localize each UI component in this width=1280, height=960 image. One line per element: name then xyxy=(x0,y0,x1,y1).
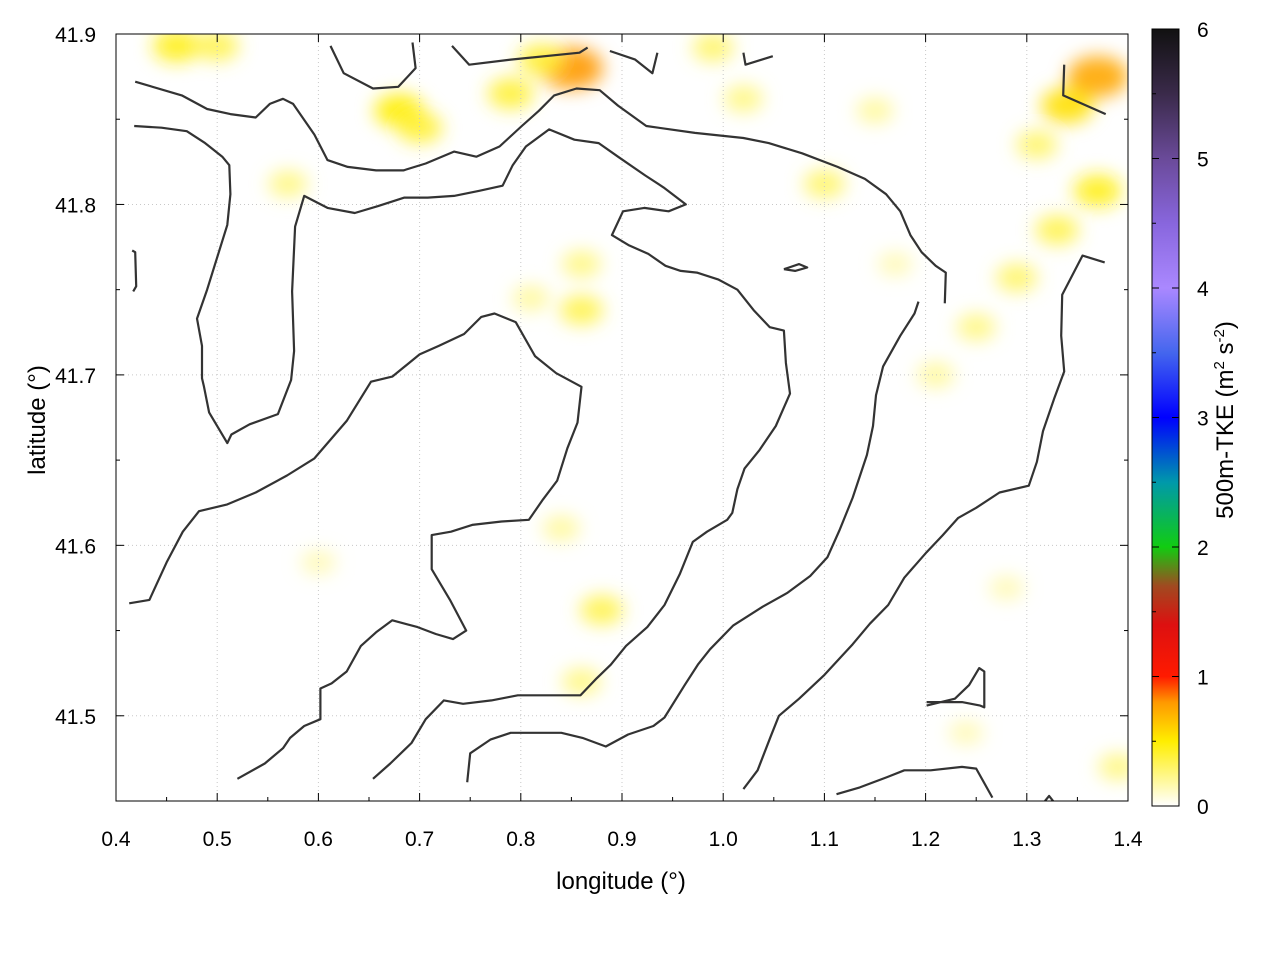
x-tick-label: 0.8 xyxy=(506,828,535,851)
x-tick-label: 1.4 xyxy=(1113,828,1143,851)
tke-hotspot xyxy=(989,575,1024,601)
terrain-contour-line xyxy=(609,49,659,75)
terrain-contour-line xyxy=(329,42,417,90)
terrain-contour-line xyxy=(131,249,138,292)
colorbar-tick-label: 4 xyxy=(1197,278,1209,301)
terrain-contour-line xyxy=(742,254,1106,790)
tke-hotspot xyxy=(152,34,201,63)
tke-hotspot xyxy=(195,34,239,61)
tke-heat-layer xyxy=(152,34,1128,781)
colorbar-tick-label: 1 xyxy=(1197,667,1209,690)
tke-hotspot xyxy=(803,169,846,199)
y-axis-label: latitude (°) xyxy=(24,365,51,475)
x-tick-label: 1.2 xyxy=(911,828,940,851)
x-axis-label: longitude (°) xyxy=(556,868,686,895)
tke-hotspot xyxy=(1016,130,1058,159)
terrain-contour-line xyxy=(451,45,589,66)
plot-background xyxy=(116,34,1128,801)
x-tick-label: 0.9 xyxy=(607,828,636,851)
tke-hotspot xyxy=(692,34,734,62)
colorbar-label: 500m-TKE (m2 s-2) xyxy=(1211,321,1239,519)
colorbar: 0 1 2 3 4 5 6 500m-TKE (m2 s-2) xyxy=(1151,19,1239,819)
x-tick-label: 1.1 xyxy=(810,828,839,851)
plot-area xyxy=(115,33,1129,802)
tke-hotspot xyxy=(1073,174,1122,208)
colorbar-tick-label: 5 xyxy=(1197,149,1209,172)
tke-hotspot xyxy=(956,313,996,341)
tke-hotspot xyxy=(559,295,604,326)
tke-hotspot xyxy=(518,43,564,76)
colorbar-tick-label: 0 xyxy=(1197,796,1209,819)
tke-hotspot xyxy=(562,250,602,278)
tke-hotspot xyxy=(1067,56,1128,98)
tke-hotspot xyxy=(1035,215,1079,245)
y-axis: 41.5 41.6 41.7 41.8 41.9 xyxy=(55,24,1128,802)
tke-hotspot xyxy=(396,112,443,144)
x-axis: 0.4 0.5 0.6 0.7 0.8 0.9 1.0 1.1 1.2 1.3 1.4 xyxy=(101,34,1143,851)
terrain-contour-line xyxy=(134,80,947,304)
tke-hotspot xyxy=(487,78,534,110)
colorbar-tick-label: 6 xyxy=(1197,19,1209,42)
tke-hotspot xyxy=(512,285,550,311)
tke-hotspot xyxy=(723,85,763,113)
terrain-contour-line xyxy=(742,52,774,66)
tke-hotspot xyxy=(948,720,984,745)
tke-hotspot xyxy=(268,170,308,198)
x-tick-label: 0.6 xyxy=(304,828,333,851)
terrain-contour-line xyxy=(466,301,920,783)
terrain-contours xyxy=(129,42,1107,801)
x-tick-label: 1.3 xyxy=(1012,828,1041,851)
y-tick-label: 41.5 xyxy=(55,706,96,729)
tke-hotspot xyxy=(562,668,602,696)
terrain-contour-line xyxy=(129,312,583,780)
terrain-contour-line xyxy=(783,263,809,272)
tke-hotspot xyxy=(996,263,1038,292)
terrain-contour-line xyxy=(134,124,792,780)
y-tick-label: 41.9 xyxy=(55,24,96,47)
colorbar-ticks: 0 1 2 3 4 5 6 xyxy=(1152,19,1209,819)
y-tick-label: 41.6 xyxy=(55,535,96,558)
x-tick-label: 0.4 xyxy=(101,828,131,851)
x-tick-label: 0.5 xyxy=(203,828,232,851)
tke-hotspot xyxy=(580,595,624,626)
colorbar-tick-label: 2 xyxy=(1197,537,1209,560)
terrain-contour-line xyxy=(1044,794,1054,801)
tke-hotspot xyxy=(877,252,913,277)
terrain-contour-line xyxy=(926,666,986,709)
y-tick-label: 41.8 xyxy=(55,194,96,217)
tke-hotspot xyxy=(1041,87,1094,124)
y-tick-label: 41.7 xyxy=(55,365,96,388)
tke-hotspot xyxy=(542,515,580,542)
terrain-contour-line xyxy=(836,765,994,799)
terrain-contour-line xyxy=(1062,64,1107,116)
x-tick-label: 1.0 xyxy=(709,828,738,851)
x-tick-label: 0.7 xyxy=(405,828,434,851)
tke-hotspot xyxy=(917,362,955,388)
tke-hotspot xyxy=(856,97,894,124)
colorbar-tick-label: 3 xyxy=(1197,408,1209,431)
tke-hotspot xyxy=(1098,753,1128,781)
